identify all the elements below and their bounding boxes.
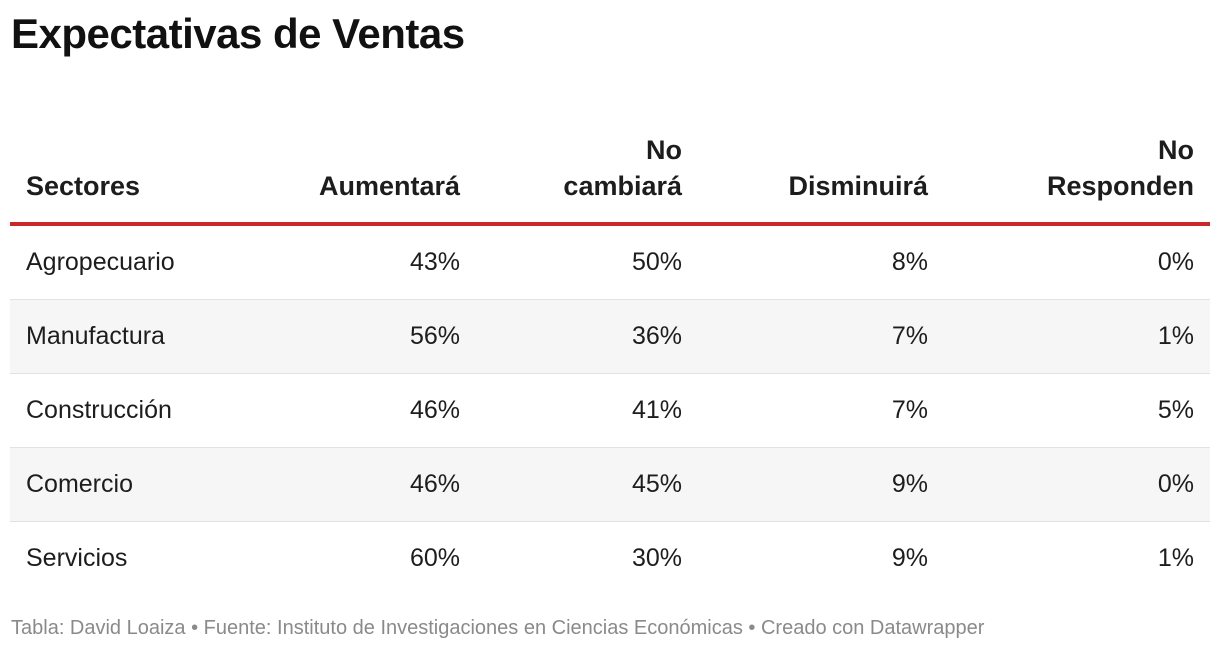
cell-sector: Servicios — [26, 544, 128, 572]
cell-no-responden: 1% — [1157, 544, 1194, 572]
table-row: Manufactura 56% 36% 7% 1% — [10, 299, 1210, 374]
chart-title: Expectativas de Ventas — [11, 10, 465, 57]
cell-sector: Agropecuario — [10, 224, 260, 300]
table-row: Construcción 46% 41% 7% 5% — [10, 373, 1210, 448]
cell-no-responden: 0% — [944, 447, 1210, 522]
cell-aumentara: 43% — [260, 224, 476, 300]
header-line: Responden — [1046, 171, 1194, 201]
cell-aumentara: 60% — [409, 544, 460, 572]
cell-disminuira: 9% — [698, 447, 944, 522]
data-table: Sectores Aumentará No cambiará Disminuir… — [10, 112, 1210, 595]
cell-no-cambiara: 45% — [476, 447, 698, 522]
cell-no-cambiara: 36% — [476, 299, 698, 374]
column-header-sectores[interactable]: Sectores — [10, 112, 260, 226]
column-header-disminuira[interactable]: Disminuirá — [698, 112, 944, 226]
table-row: Comercio 46% 45% 9% 0% — [10, 447, 1210, 522]
cell-aumentara: 46% — [260, 373, 476, 448]
table-body: Agropecuario 43% 50% 8% 0% Manufactura 5… — [10, 224, 1210, 595]
cell-aumentara: 56% — [260, 299, 476, 374]
table-row: Agropecuario 43% 50% 8% 0% — [10, 224, 1210, 300]
cell-disminuira: 7% — [698, 373, 944, 448]
header-line: Disminuirá — [788, 171, 928, 201]
cell-sector: Comercio — [10, 447, 260, 522]
cell-no-cambiara: 50% — [476, 224, 698, 300]
table-header: Sectores Aumentará No cambiará Disminuir… — [10, 112, 1210, 226]
cell-no-cambiara: 30% — [631, 544, 682, 572]
cell-disminuira: 7% — [698, 299, 944, 374]
column-header-no-cambiara[interactable]: No cambiará — [476, 112, 698, 226]
cell-no-responden: 1% — [944, 299, 1210, 374]
cell-sector: Construcción — [10, 373, 260, 448]
cell-no-responden: 0% — [944, 224, 1210, 300]
header-line: Aumentará — [318, 171, 460, 201]
cell-no-cambiara: 41% — [476, 373, 698, 448]
header-row[interactable]: Sectores Aumentará No cambiará Disminuir… — [10, 112, 1210, 226]
column-header-aumentara[interactable]: Aumentará — [260, 112, 476, 226]
header-line: cambiará — [563, 171, 682, 201]
header-line: Sectores — [26, 171, 141, 201]
cell-no-responden: 5% — [944, 373, 1210, 448]
cell-disminuira: 8% — [698, 224, 944, 300]
table-row: Servicios 60% 30% 9% 1% — [10, 522, 1210, 596]
chart-footer: Tabla: David Loaiza • Fuente: Instituto … — [11, 617, 985, 639]
cell-aumentara: 46% — [260, 447, 476, 522]
header-line: No — [646, 135, 682, 165]
cell-sector: Manufactura — [10, 299, 260, 374]
header-line: No — [1158, 135, 1194, 165]
cell-disminuira: 9% — [891, 544, 928, 572]
column-header-no-responden[interactable]: No Responden — [944, 112, 1210, 226]
